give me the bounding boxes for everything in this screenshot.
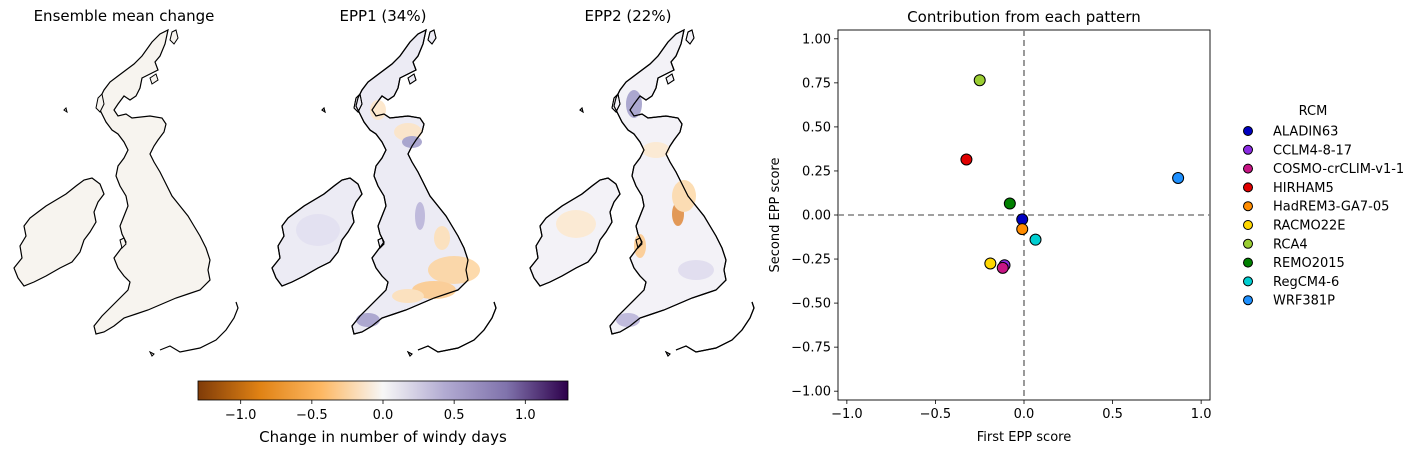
legend-label: HIRHAM5 (1273, 181, 1334, 196)
legend-label: RCA4 (1273, 237, 1308, 252)
x-tick-label: 1.0 (1191, 407, 1212, 422)
map-epp2 (529, 29, 755, 357)
point-cosmo-crclim-v1-1 (996, 261, 1009, 274)
y-tick-label: −0.25 (791, 253, 831, 268)
colorbar-tick-label: −0.5 (296, 408, 328, 423)
y-tick-label: 0.25 (802, 164, 831, 179)
legend-label: RACMO22E (1273, 219, 1345, 234)
point-regcm4-6 (1029, 233, 1042, 246)
y-tick-label: 1.00 (802, 32, 831, 47)
legend-marker (1243, 257, 1253, 268)
point-remo2015 (1003, 197, 1016, 210)
x-axis-label: First EPP score (977, 430, 1071, 445)
point-wrf381p (1172, 172, 1185, 184)
map-epp1 (271, 29, 497, 357)
x-tick-label: −1.0 (831, 407, 863, 422)
legend-label: HadREM3-GA7-05 (1273, 200, 1389, 215)
colorbar-tick-label: 0.0 (373, 408, 394, 423)
y-tick-label: 0.00 (802, 209, 831, 224)
y-tick-label: −0.50 (791, 297, 831, 312)
legend-label: WRF381P (1273, 294, 1335, 309)
legend-marker (1243, 201, 1253, 212)
legend-marker (1243, 295, 1253, 306)
legend-marker (1243, 220, 1253, 230)
y-axis-label: Second EPP score (768, 158, 783, 273)
y-tick-label: 0.50 (802, 120, 831, 135)
legend-marker (1243, 238, 1253, 249)
point-rca4 (973, 74, 986, 87)
y-tick-label: 0.75 (802, 76, 831, 91)
colorbar-tick-label: 1.0 (515, 408, 536, 423)
legend-marker (1243, 163, 1253, 174)
scatter-chart: Contribution from each pattern −1.0 −0.5 0… (768, 8, 1404, 445)
y-tick-label: −0.75 (791, 341, 831, 356)
chart-title: Contribution from each pattern (907, 8, 1141, 26)
legend-marker (1243, 276, 1253, 287)
map-title-ensemble-mean: Ensemble mean change (33, 7, 215, 25)
map-ensemble-mean (13, 29, 239, 357)
legend-label: ALADIN63 (1273, 125, 1338, 140)
legend-label: RegCM4-6 (1273, 275, 1339, 290)
point-racmo22e (984, 257, 997, 270)
legend-marker (1243, 126, 1253, 136)
legend-marker (1243, 144, 1253, 155)
colorbar-tick-label: −1.0 (225, 408, 257, 423)
point-hirham5 (960, 153, 973, 166)
map-panels (13, 29, 755, 357)
map-title-epp2: EPP2 (22%) (584, 7, 672, 25)
x-tick-label: 0.5 (1102, 407, 1123, 422)
x-tick-label: 0.0 (1014, 407, 1035, 422)
colorbar-label: Change in number of windy days (259, 428, 507, 446)
y-tick-label: −1.00 (791, 385, 831, 400)
x-tick-label: −0.5 (920, 407, 952, 422)
legend-label: REMO2015 (1273, 256, 1345, 271)
legend-marker (1243, 182, 1253, 193)
colorbar: −1.0 −0.5 0.0 0.5 1.0 Change in number of wi… (197, 380, 569, 446)
legend-label: CCLM4-8-17 (1273, 143, 1352, 158)
map-title-epp1: EPP1 (34%) (339, 7, 427, 25)
legend-title: RCM (1299, 104, 1328, 119)
point-hadrem3-ga7-05 (1016, 223, 1029, 236)
colorbar-tick-label: 0.5 (444, 408, 465, 423)
legend-label: COSMO-crCLIM-v1-1 (1273, 162, 1404, 177)
colorbar-gradient (197, 380, 569, 401)
